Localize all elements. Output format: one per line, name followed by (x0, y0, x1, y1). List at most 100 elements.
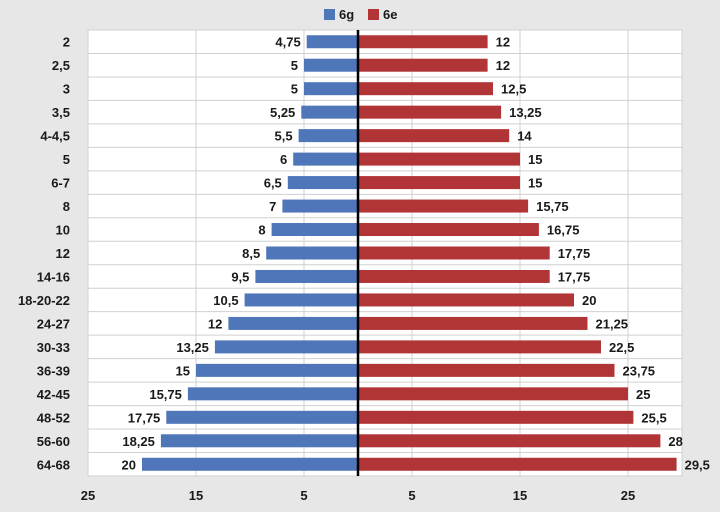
legend-swatch-6g (324, 9, 335, 20)
category-labels: 2 2,5 3 3,5 4-4,5 5 6-7 8 10 12 14-16 18-20-22 24-27… (18, 35, 70, 473)
category-label-3: 3,5 (52, 105, 70, 120)
category-label-2: 3 (63, 82, 70, 97)
bar-6g-14 (196, 363, 358, 377)
data-label-6e-7: 15,75 (536, 199, 569, 214)
data-label-6g-8: 8 (258, 223, 265, 238)
data-label-6g-2: 5 (291, 82, 298, 97)
data-label-6g-9: 8,5 (242, 246, 260, 261)
data-label-6e-2: 12,5 (501, 82, 526, 97)
data-label-6g-17: 18,25 (122, 434, 155, 449)
bar-6g-7 (282, 199, 358, 213)
legend-label-6g: 6g (339, 7, 354, 22)
category-label-16: 48-52 (37, 410, 70, 425)
data-label-6e-1: 12 (496, 58, 510, 73)
bar-6g-10 (255, 269, 358, 283)
x-tick-label-2: 5 (300, 488, 307, 503)
bar-6g-18 (142, 457, 358, 471)
data-label-6g-16: 17,75 (128, 410, 161, 425)
data-label-6g-13: 13,25 (176, 340, 209, 355)
bar-6g-8 (271, 223, 358, 237)
data-label-6e-6: 15 (528, 176, 542, 191)
category-label-17: 56-60 (37, 434, 70, 449)
category-label-7: 8 (63, 199, 70, 214)
data-label-6e-10: 17,75 (558, 269, 591, 284)
bar-6e-16 (358, 410, 634, 424)
gridlines (87, 29, 683, 477)
bar-6e-6 (358, 176, 520, 190)
x-tick-label-5: 25 (621, 488, 635, 503)
category-label-6: 6-7 (51, 176, 70, 191)
legend: 6g 6e (324, 7, 397, 22)
bars (142, 30, 677, 476)
x-tick-label-1: 15 (189, 488, 203, 503)
bar-6e-5 (358, 152, 520, 166)
data-label-6g-12: 12 (208, 316, 222, 331)
bar-6g-2 (304, 82, 358, 96)
data-label-6g-4: 5,5 (275, 129, 293, 144)
data-label-6e-13: 22,5 (609, 340, 634, 355)
data-label-6e-11: 20 (582, 293, 596, 308)
category-label-1: 2,5 (52, 58, 70, 73)
data-label-6e-15: 25 (636, 387, 650, 402)
data-label-6e-4: 14 (517, 129, 532, 144)
bar-6e-7 (358, 199, 529, 213)
bar-6g-15 (187, 387, 358, 401)
data-label-6g-10: 9,5 (231, 269, 249, 284)
bar-6e-9 (358, 246, 550, 260)
category-label-14: 36-39 (37, 363, 70, 378)
data-label-6g-3: 5,25 (270, 105, 295, 120)
data-label-6e-18: 29,5 (685, 457, 710, 472)
bar-6e-1 (358, 58, 488, 72)
bar-6e-10 (358, 269, 550, 283)
category-label-9: 12 (56, 246, 70, 261)
data-label-6e-0: 12 (496, 35, 510, 50)
category-label-8: 10 (56, 223, 70, 238)
bar-6e-0 (358, 35, 488, 49)
bar-6e-12 (358, 316, 588, 330)
bar-6g-5 (293, 152, 358, 166)
bar-6e-15 (358, 387, 628, 401)
x-tick-label-3: 5 (408, 488, 415, 503)
bar-6g-17 (160, 434, 358, 448)
category-label-18: 64-68 (37, 457, 70, 472)
bar-6g-12 (228, 316, 358, 330)
data-labels: 4,75 12 5 12 5 12,5 5,25 13,25 5,5 14 6 15 6,5 15 7 15,… (122, 35, 710, 473)
category-label-5: 5 (63, 152, 70, 167)
x-tick-label-0: 25 (81, 488, 95, 503)
category-label-15: 42-45 (37, 387, 70, 402)
legend-label-6e: 6e (383, 7, 397, 22)
bar-6g-0 (306, 35, 358, 49)
data-label-6e-3: 13,25 (509, 105, 542, 120)
bar-6e-4 (358, 129, 510, 143)
bar-6g-1 (304, 58, 358, 72)
bar-6e-17 (358, 434, 661, 448)
bar-6g-4 (298, 129, 358, 143)
category-label-12: 24-27 (37, 316, 70, 331)
data-label-6g-5: 6 (280, 152, 287, 167)
category-label-4: 4-4,5 (40, 129, 70, 144)
data-label-6g-18: 20 (122, 457, 136, 472)
bar-6g-11 (244, 293, 358, 307)
category-label-11: 18-20-22 (18, 293, 70, 308)
data-label-6e-9: 17,75 (558, 246, 591, 261)
bar-6g-16 (166, 410, 358, 424)
bar-6g-13 (214, 340, 358, 354)
category-label-10: 14-16 (37, 269, 70, 284)
data-label-6e-8: 16,75 (547, 223, 580, 238)
legend-swatch-6e (368, 9, 379, 20)
bar-6g-6 (287, 176, 358, 190)
x-tick-label-4: 15 (513, 488, 527, 503)
data-label-6g-1: 5 (291, 58, 298, 73)
data-label-6g-7: 7 (269, 199, 276, 214)
bar-6e-2 (358, 82, 493, 96)
data-label-6e-14: 23,75 (623, 363, 656, 378)
bar-6g-3 (301, 105, 358, 119)
bar-6e-18 (358, 457, 677, 471)
bar-6e-11 (358, 293, 574, 307)
bar-6g-9 (266, 246, 358, 260)
data-label-6g-0: 4,75 (275, 35, 300, 50)
data-label-6e-16: 25,5 (641, 410, 666, 425)
data-label-6g-14: 15 (176, 363, 190, 378)
category-label-13: 30-33 (37, 340, 70, 355)
